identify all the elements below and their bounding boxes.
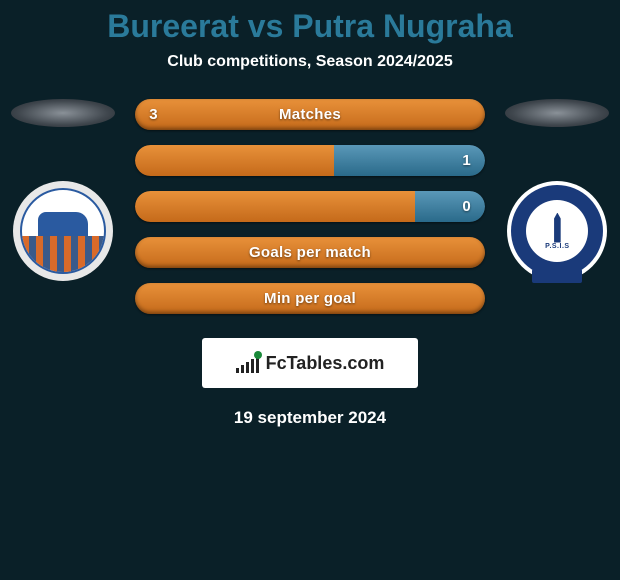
fctables-chart-icon	[236, 353, 260, 373]
subtitle: Club competitions, Season 2024/2025	[0, 53, 620, 71]
stat-bar: Min per goal	[135, 283, 485, 314]
right-club-badge: P.S.I.S	[507, 181, 607, 281]
left-club-badge	[13, 181, 113, 281]
stripes-icon	[22, 236, 104, 272]
right-player-silhouette	[505, 99, 609, 127]
stat-bar: Goals per match	[135, 237, 485, 268]
stat-value-right: 0	[462, 198, 470, 215]
ribbon-icon	[532, 269, 582, 283]
right-column: P.S.I.S	[503, 99, 612, 281]
stat-bar-label: Matches	[279, 106, 341, 123]
left-column	[8, 99, 117, 281]
stat-bar-label: Goals per match	[249, 244, 371, 261]
main-area: Matches 3 Goals1 Hattricks0 Goals per match M…	[0, 99, 620, 314]
bar-segment-left	[135, 191, 415, 222]
monument-icon	[546, 213, 568, 243]
psis-label: P.S.I.S	[545, 243, 569, 250]
page-title: Bureerat vs Putra Nugraha	[0, 8, 620, 45]
source-logo-text: FcTables.com	[266, 353, 385, 374]
stat-bar: Hattricks0	[135, 191, 485, 222]
source-logo-box: FcTables.com	[202, 338, 418, 388]
stat-value-left: 3	[149, 106, 157, 123]
stat-bar: Matches 3	[135, 99, 485, 130]
stat-value-right: 1	[462, 152, 470, 169]
bar-segment-right	[415, 191, 485, 222]
stat-bar: Goals1	[135, 145, 485, 176]
left-player-silhouette	[11, 99, 115, 127]
comparison-card: Bureerat vs Putra Nugraha Club competiti…	[0, 0, 620, 428]
bar-segment-left	[135, 145, 334, 176]
date-label: 19 september 2024	[0, 408, 620, 428]
stat-bar-label: Min per goal	[264, 290, 356, 307]
stat-bars: Matches 3 Goals1 Hattricks0 Goals per match M…	[135, 99, 485, 314]
